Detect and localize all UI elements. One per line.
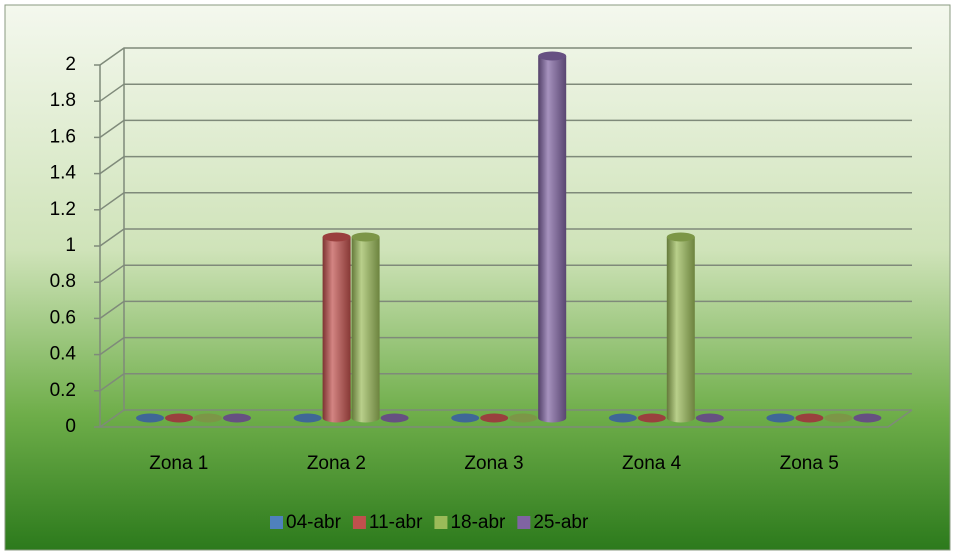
y-tick-label: 1.4 <box>50 163 77 184</box>
cylinder-top <box>824 413 853 423</box>
x-tick-label: Zona 3 <box>464 453 523 474</box>
bar <box>509 413 538 423</box>
cylinder-body <box>666 237 695 423</box>
cylinder-top <box>322 232 351 242</box>
bar <box>380 413 409 423</box>
cylinder-top <box>695 413 724 423</box>
cylinder-top <box>165 413 193 423</box>
bar <box>451 413 480 423</box>
bar <box>322 232 351 423</box>
y-tick-label: 0 <box>65 416 76 437</box>
legend-label: 18-abr <box>450 512 506 533</box>
bar <box>666 232 695 423</box>
x-tick-label: Zona 4 <box>622 453 682 474</box>
cylinder-top <box>223 413 251 423</box>
cylinder-top <box>637 413 666 423</box>
cylinder-body <box>351 237 380 423</box>
legend-swatch <box>434 516 448 529</box>
bar <box>695 413 724 423</box>
bar <box>136 413 164 423</box>
bar <box>293 413 322 423</box>
bar <box>351 232 380 423</box>
y-tick-label: 1.8 <box>50 90 76 111</box>
cylinder-top <box>194 413 222 423</box>
y-tick-label: 0.8 <box>50 271 76 292</box>
cylinder-top <box>380 413 409 423</box>
chart-background <box>4 4 951 551</box>
bar <box>795 413 824 423</box>
legend-label: 25-abr <box>533 512 589 533</box>
cylinder-top <box>853 413 882 423</box>
legend-swatch <box>517 516 531 529</box>
y-tick-label: 0.4 <box>50 344 77 365</box>
legend-swatch <box>270 516 283 529</box>
floor <box>100 409 913 428</box>
y-tick-label: 1.6 <box>50 126 76 147</box>
x-tick-label: Zona 2 <box>307 453 366 474</box>
cylinder-top <box>766 413 795 423</box>
y-tick-label: 1 <box>65 235 76 256</box>
y-tick-label: 0.2 <box>50 380 76 401</box>
bar <box>853 413 882 423</box>
cylinder-top <box>666 232 695 242</box>
legend-label: 11-abr <box>369 512 423 533</box>
bar <box>766 413 795 423</box>
bar <box>194 413 222 423</box>
cylinder-body <box>538 56 567 423</box>
bar <box>608 413 637 423</box>
cylinder-body <box>322 237 351 423</box>
bar <box>637 413 666 423</box>
legend-swatch <box>352 516 366 529</box>
bar <box>223 413 251 423</box>
bar <box>538 51 567 423</box>
cylinder-top <box>451 413 480 423</box>
y-tick-label: 2 <box>65 54 76 75</box>
y-tick-label: 1.2 <box>50 199 76 220</box>
cylinder-top <box>795 413 824 423</box>
bar <box>824 413 853 423</box>
cylinder-top <box>608 413 637 423</box>
cylinder-top <box>293 413 322 423</box>
cylinder-top <box>480 413 509 423</box>
bar <box>480 413 509 423</box>
y-tick-label: 0.6 <box>50 307 76 328</box>
cylinder-top <box>509 413 538 423</box>
x-tick-label: Zona 1 <box>149 453 208 474</box>
x-tick-label: Zona 5 <box>780 453 839 474</box>
cylinder-top <box>351 232 380 242</box>
cylinder-top <box>538 51 567 61</box>
cylinder-top <box>136 413 164 423</box>
legend-label: 04-abr <box>286 512 342 533</box>
bar <box>165 413 193 423</box>
